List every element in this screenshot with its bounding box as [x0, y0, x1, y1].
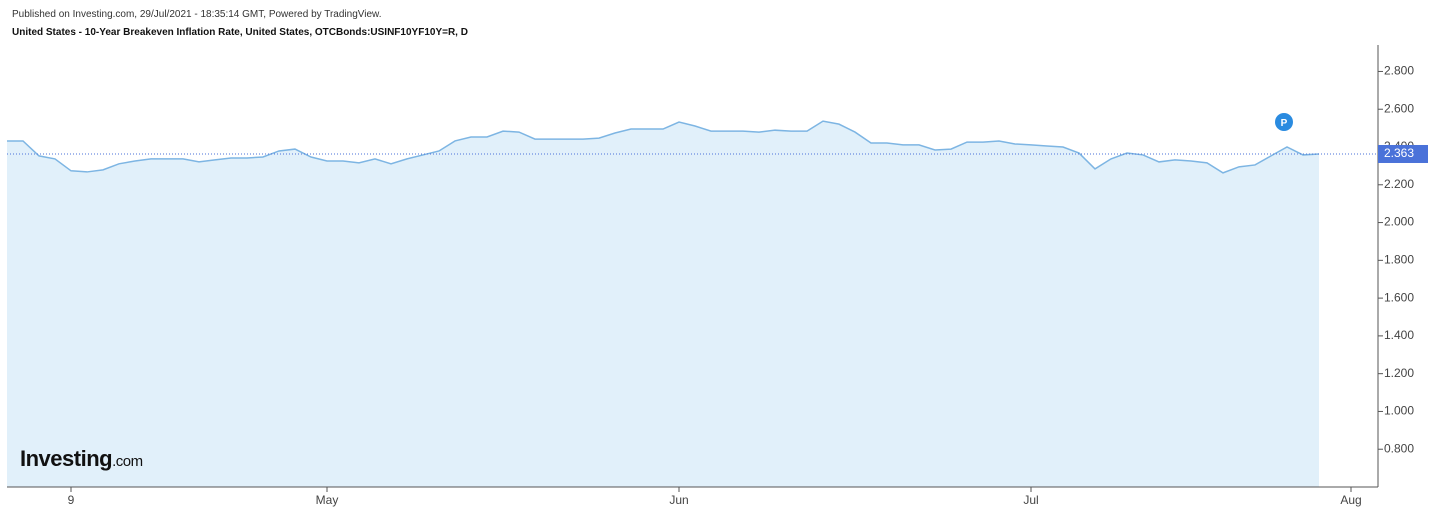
last-value-box — [1378, 144, 1428, 163]
area-fill — [7, 121, 1319, 487]
logo: Investing.com — [20, 446, 143, 471]
x-tick-label: Jun — [669, 493, 688, 507]
marker-label: P — [1281, 118, 1288, 129]
plot-area — [7, 120, 1320, 487]
y-tick-label: 2.600 — [1384, 101, 1414, 115]
x-tick-label: 9 — [68, 493, 75, 507]
y-tick-label: 1.000 — [1384, 404, 1414, 418]
marker-icon — [1275, 113, 1293, 131]
logo-brand: Investing — [20, 446, 112, 471]
y-tick-label: 1.200 — [1384, 366, 1414, 380]
y-tick-label: 2.800 — [1384, 64, 1414, 78]
last-value-label: 2.363 — [1384, 146, 1414, 160]
y-tick-label: 1.600 — [1384, 290, 1414, 304]
x-tick-label: Aug — [1340, 493, 1361, 507]
y-tick-label: 1.400 — [1384, 328, 1414, 342]
logo-suffix: .com — [112, 453, 143, 470]
x-tick-label: May — [316, 493, 339, 507]
line — [7, 120, 1320, 174]
x-tick-label: Jul — [1023, 493, 1038, 507]
chart-title: United States - 10-Year Breakeven Inflat… — [12, 27, 468, 38]
y-tick-label: 0.800 — [1384, 441, 1414, 455]
y-tick-label: 2.000 — [1384, 215, 1414, 229]
published-note: Published on Investing.com, 29/Jul/2021 … — [12, 9, 381, 20]
y-tick-label: 1.800 — [1384, 253, 1414, 267]
y-tick-label: 2.200 — [1384, 177, 1414, 191]
